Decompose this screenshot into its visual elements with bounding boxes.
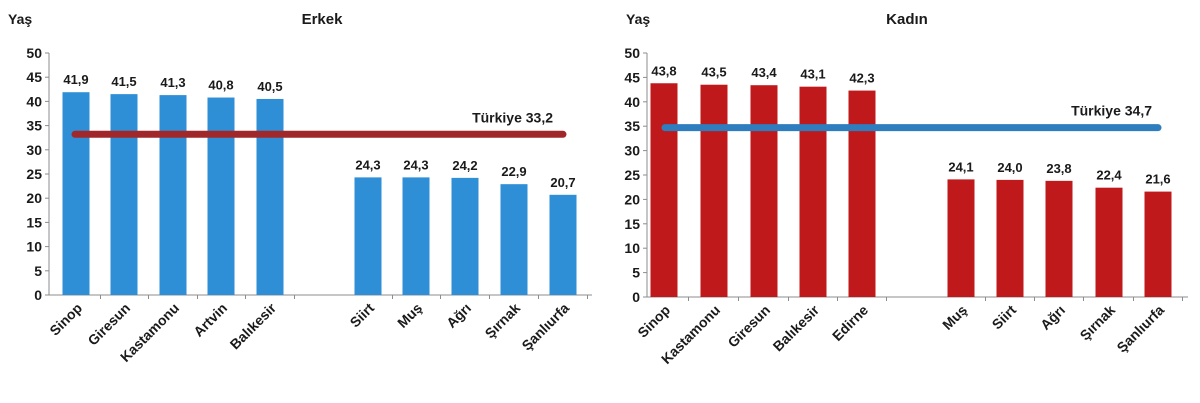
- data-label: 24,2: [452, 158, 477, 173]
- category-label: Sinop: [46, 300, 85, 339]
- category-label: Balıkesir: [770, 301, 823, 354]
- category-label: Sinop: [634, 302, 673, 341]
- data-label: 43,4: [751, 65, 777, 80]
- data-label: 41,9: [63, 72, 88, 87]
- y-tick-label: 50: [26, 45, 42, 61]
- data-label: 40,5: [257, 79, 282, 94]
- data-label: 41,5: [111, 74, 136, 89]
- y-tick-label: 50: [624, 45, 640, 61]
- y-tick-label: 20: [26, 190, 42, 206]
- bar: [110, 94, 138, 295]
- reference-label: Türkiye 33,2: [472, 109, 553, 125]
- category-label: Siirt: [989, 302, 1020, 333]
- bar: [207, 97, 235, 295]
- chart-title: Kadın: [886, 11, 928, 28]
- category-label: Şanlıurfa: [518, 300, 572, 354]
- bar: [947, 179, 975, 297]
- bar: [799, 86, 827, 297]
- y-tick-label: 40: [624, 94, 640, 110]
- y-tick-label: 20: [624, 191, 640, 207]
- bar: [700, 84, 728, 297]
- data-label: 22,9: [501, 164, 526, 179]
- bar: [848, 90, 876, 298]
- category-label: Muş: [394, 300, 425, 331]
- y-axis-label: Yaş: [8, 11, 32, 27]
- bar: [62, 92, 90, 295]
- category-label: Muş: [939, 302, 970, 333]
- y-tick-label: 25: [624, 167, 640, 183]
- data-label: 24,1: [948, 159, 973, 174]
- reference-label: Türkiye 34,7: [1071, 103, 1152, 119]
- y-tick-label: 45: [624, 69, 640, 85]
- y-axis-label: Yaş: [626, 11, 650, 27]
- category-label: Giresun: [84, 300, 133, 349]
- data-label: 43,1: [800, 67, 825, 82]
- chart-erkek: Erkek Yaş 0 5 10 15 20 25 30 35 40 45 50 41,9 Sinop 41,…: [8, 11, 592, 365]
- bar: [402, 177, 430, 295]
- y-tick-label: 15: [624, 216, 640, 232]
- category-label: Şanlıurfa: [1113, 302, 1167, 356]
- y-tick-label: 10: [26, 239, 42, 255]
- category-label: Siirt: [347, 300, 378, 331]
- y-tick-label: 5: [34, 263, 42, 279]
- y-tick-label: 30: [624, 143, 640, 159]
- chart-kadin: Kadın Yaş 0 5 10 15 20 25 30 35 40 45 50 43,8 Sinop 43,…: [624, 11, 1188, 367]
- data-label: 43,5: [701, 65, 726, 80]
- y-tick-label: 0: [632, 289, 640, 305]
- chart-title: Erkek: [302, 11, 344, 28]
- y-tick-label: 30: [26, 142, 42, 158]
- y-tick-label: 10: [624, 240, 640, 256]
- bar: [256, 98, 284, 295]
- data-label: 24,3: [403, 157, 428, 172]
- data-label: 21,6: [1145, 172, 1170, 187]
- bar: [451, 177, 479, 295]
- y-tick-label: 35: [624, 118, 640, 134]
- category-label: Şırnak: [482, 300, 524, 342]
- data-label: 41,3: [160, 75, 185, 90]
- category-label: Ağrı: [443, 300, 474, 331]
- bar: [750, 85, 778, 297]
- category-label: Edirne: [829, 302, 871, 344]
- y-tick-label: 0: [34, 287, 42, 303]
- bar: [650, 83, 678, 297]
- data-label: 40,8: [208, 78, 233, 93]
- y-tick-label: 45: [26, 69, 42, 85]
- data-label: 42,3: [849, 71, 874, 86]
- category-label: Ağrı: [1037, 302, 1068, 333]
- bar: [159, 95, 187, 295]
- data-label: 43,8: [651, 63, 676, 78]
- category-label: Şırnak: [1077, 302, 1119, 344]
- bar: [354, 177, 382, 295]
- data-label: 24,3: [355, 157, 380, 172]
- bar: [1095, 187, 1123, 297]
- bar: [500, 184, 528, 295]
- bar: [549, 194, 577, 295]
- data-label: 23,8: [1046, 161, 1071, 176]
- data-label: 22,4: [1096, 168, 1122, 183]
- y-tick-label: 5: [632, 265, 640, 281]
- category-label: Giresun: [724, 302, 773, 351]
- category-label: Balıkesir: [227, 299, 280, 352]
- bar: [1144, 191, 1172, 297]
- y-tick-label: 25: [26, 166, 42, 182]
- bar: [996, 179, 1024, 297]
- category-label: Artvin: [190, 300, 230, 340]
- y-tick-label: 15: [26, 214, 42, 230]
- bar: [1045, 180, 1073, 297]
- data-label: 24,0: [997, 160, 1022, 175]
- y-tick-label: 35: [26, 118, 42, 134]
- y-tick-label: 40: [26, 93, 42, 109]
- data-label: 20,7: [550, 175, 575, 190]
